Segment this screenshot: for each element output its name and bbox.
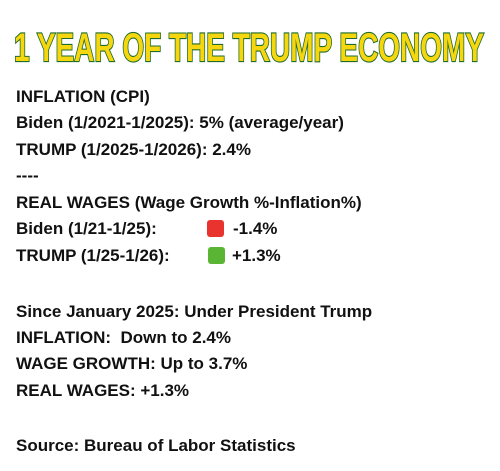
- separator: ----: [16, 166, 39, 185]
- wages-value: -1.4%: [233, 219, 278, 238]
- summary-line: WAGE GROWTH: Up to 3.7%: [16, 354, 248, 373]
- inflation-heading: INFLATION (CPI): [16, 87, 150, 106]
- wages-heading: REAL WAGES (Wage Growth %-Inflation%): [16, 193, 362, 212]
- green-square: [208, 247, 225, 264]
- wages-label: TRUMP (1/25-1/26):: [16, 246, 170, 265]
- inflation-line: Biden (1/2021-1/2025): 5% (average/year): [16, 113, 344, 132]
- summary-line: REAL WAGES: +1.3%: [16, 381, 190, 400]
- summary-heading: Since January 2025: Under President Trum…: [16, 302, 373, 321]
- title: 1 YEAR OF THE TRUMP ECONOMY: [14, 26, 484, 70]
- source: Source: Bureau of Labor Statistics: [16, 436, 296, 455]
- inflation-line: TRUMP (1/2025-1/2026): 2.4%: [16, 140, 251, 159]
- summary-line: INFLATION: Down to 2.4%: [16, 328, 232, 347]
- red-square: [207, 220, 224, 237]
- wages-value: +1.3%: [232, 246, 281, 265]
- wages-label: Biden (1/21-1/25):: [16, 219, 157, 238]
- title-area: 1 YEAR OF THE TRUMP ECONOMY: [13, 25, 485, 70]
